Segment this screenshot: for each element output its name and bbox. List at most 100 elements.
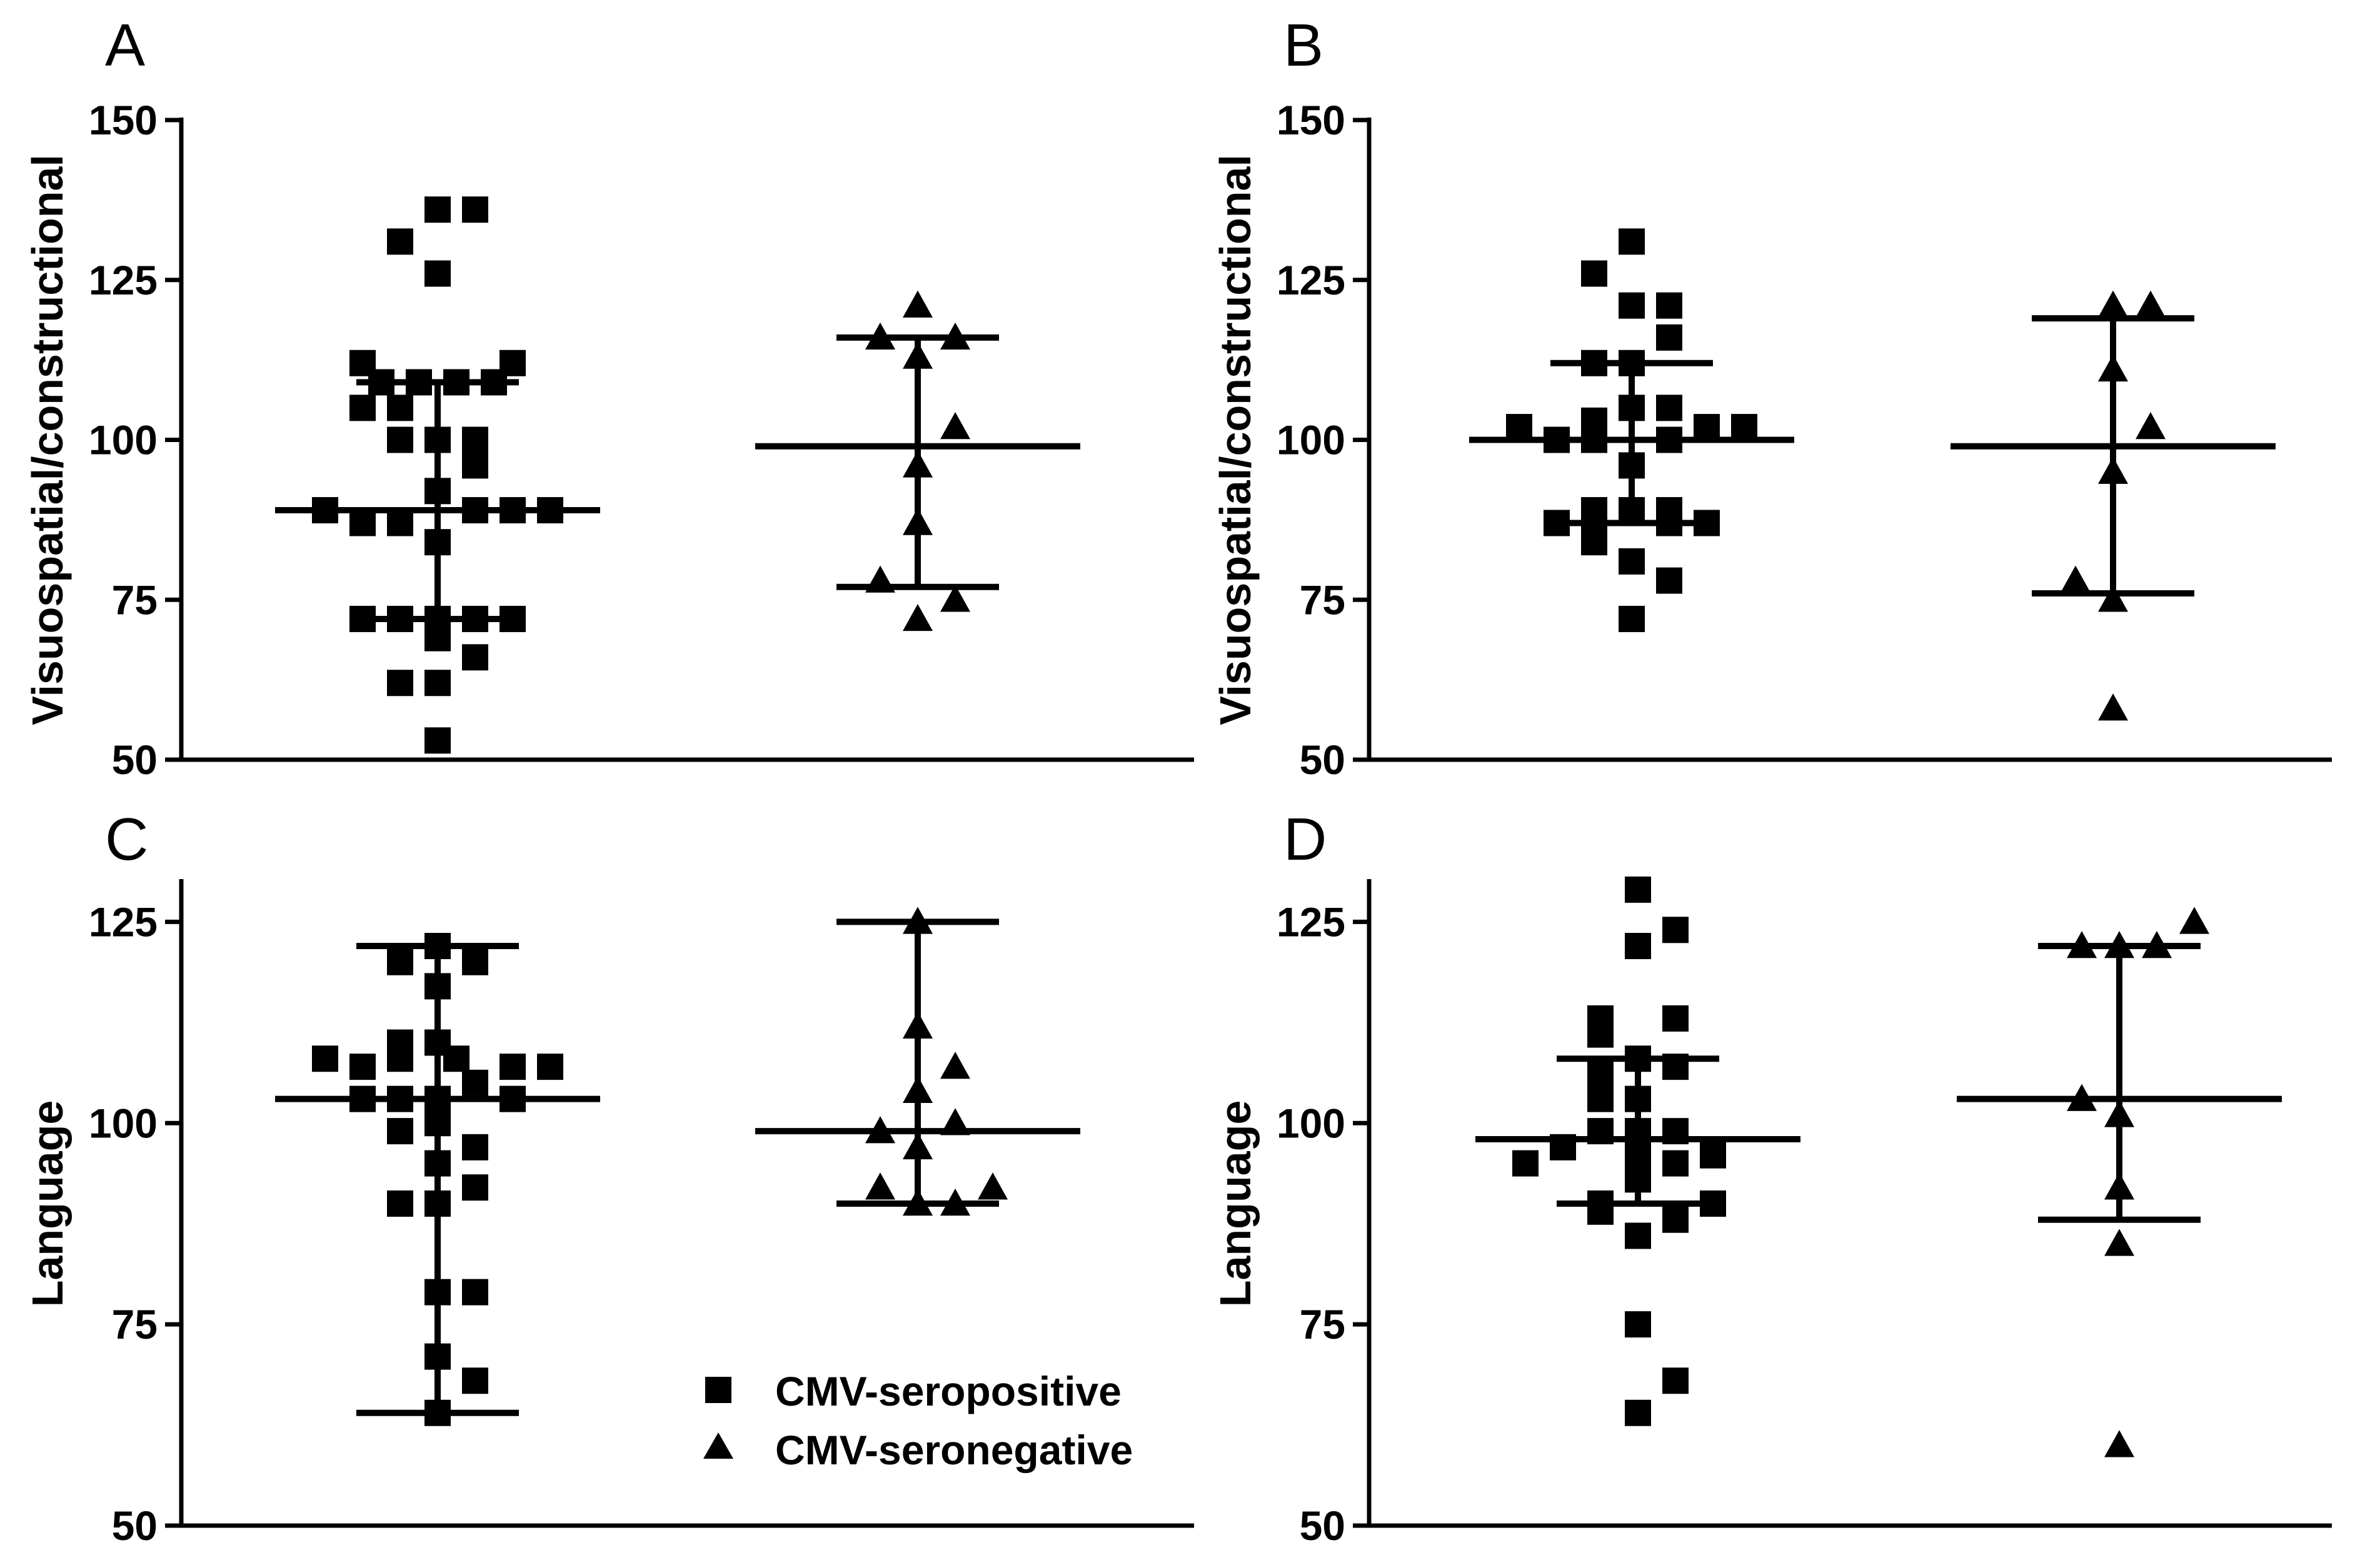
seronegative-point xyxy=(2142,931,2172,959)
seropositive-point xyxy=(424,1085,451,1112)
seropositive-point xyxy=(462,426,488,453)
seropositive-point xyxy=(1656,292,1682,319)
seropositive-point xyxy=(1625,1311,1651,1338)
y-tick-label: 50 xyxy=(112,1502,158,1549)
seropositive-point xyxy=(349,510,376,536)
y-tick-label: 100 xyxy=(89,417,158,463)
seronegative-point xyxy=(865,565,895,593)
y-tick-label: 50 xyxy=(1300,737,1345,783)
y-tick-label: 100 xyxy=(1277,1100,1345,1146)
panel-b: B Visuospatial/constructional 50 75 100 125 15… xyxy=(1211,12,2332,783)
seropositive-point xyxy=(387,510,413,536)
y-tick-label: 50 xyxy=(1300,1502,1345,1549)
seropositive-point xyxy=(462,497,488,524)
seropositive-point xyxy=(1619,548,1645,575)
seropositive-point xyxy=(368,369,394,396)
seronegative-point xyxy=(940,1052,970,1079)
seronegative-point xyxy=(2104,1430,2134,1457)
seropositive-point xyxy=(1662,1054,1689,1080)
seropositive-point xyxy=(406,369,432,396)
panel-letter: C xyxy=(105,806,148,873)
seronegative-point xyxy=(903,450,933,478)
seronegative-point xyxy=(2136,290,2166,318)
seronegative-point xyxy=(940,412,970,440)
y-tick-label: 125 xyxy=(89,257,158,303)
y-tick-label: 125 xyxy=(1277,257,1345,303)
seropositive-point xyxy=(387,1190,413,1217)
seropositive-point xyxy=(1506,414,1532,441)
seronegative-point xyxy=(903,508,933,535)
y-axis-label: Language xyxy=(1211,1100,1260,1307)
y-tick-label: 150 xyxy=(1277,97,1345,143)
seronegative-point xyxy=(2098,456,2128,484)
seronegative-point xyxy=(2098,290,2128,318)
seronegative-point xyxy=(2104,1229,2134,1256)
seronegative-point xyxy=(2179,907,2209,934)
seropositive-point xyxy=(1550,1134,1576,1160)
seropositive-point xyxy=(1625,933,1651,959)
seropositive-point xyxy=(1656,567,1682,594)
seronegative-point xyxy=(903,1011,933,1039)
seropositive-point xyxy=(1619,350,1645,376)
seropositive-point xyxy=(1625,1118,1651,1145)
seropositive-point xyxy=(1587,1118,1614,1145)
seronegative-point xyxy=(903,1189,933,1216)
seropositive-point xyxy=(1581,529,1607,556)
seropositive-point xyxy=(387,1045,413,1072)
seronegative-point xyxy=(2067,931,2097,959)
seropositive-point xyxy=(462,949,488,975)
panel-c: C Language 50 75 100 125 xyxy=(23,806,1194,1549)
seropositive-point xyxy=(1656,510,1682,536)
seronegative-point xyxy=(865,322,895,350)
seropositive-point xyxy=(1619,228,1645,255)
seropositive-point xyxy=(1625,876,1651,903)
seropositive-point xyxy=(1587,1062,1614,1088)
seropositive-point xyxy=(500,497,526,524)
y-axis-label: Visuospatial/constructional xyxy=(1211,154,1260,725)
seronegative-point xyxy=(2098,585,2128,612)
seronegative-point xyxy=(2104,1100,2134,1127)
seropositive-point xyxy=(537,1054,563,1080)
seropositive-point xyxy=(1662,1118,1689,1145)
seropositive-point xyxy=(349,605,376,632)
seropositive-point xyxy=(424,426,451,453)
seronegative-point xyxy=(2104,931,2134,959)
legend: CMV-seropositive CMV-seronegative xyxy=(703,1368,1133,1473)
seropositive-point xyxy=(312,497,338,524)
legend-label-seropositive: CMV-seropositive xyxy=(775,1368,1122,1414)
seronegative-point xyxy=(903,341,933,369)
seropositive-point xyxy=(1625,1166,1651,1193)
y-tick-label: 75 xyxy=(112,576,158,623)
seropositive-point xyxy=(1656,426,1682,453)
y-axis-label: Visuospatial/constructional xyxy=(23,154,72,725)
seronegative-point xyxy=(2061,565,2091,593)
seropositive-point xyxy=(462,1069,488,1096)
seropositive-point xyxy=(387,395,413,421)
seropositive-point xyxy=(481,369,507,396)
y-tick-label: 100 xyxy=(1277,417,1345,463)
seronegative-point xyxy=(903,907,933,934)
seropositive-point xyxy=(500,605,526,632)
y-tick-label: 150 xyxy=(89,97,158,143)
y-axis-label: Language xyxy=(23,1100,72,1307)
seropositive-point xyxy=(424,478,451,505)
seropositive-point xyxy=(1619,395,1645,421)
panel-letter: A xyxy=(105,12,145,79)
seronegative-point xyxy=(903,290,933,318)
seronegative-point xyxy=(2098,354,2128,382)
seropositive-point xyxy=(424,196,451,223)
panel-a: A Visuospatial/constructional 50 75 100 125 15… xyxy=(23,12,1194,783)
seropositive-point xyxy=(1619,452,1645,479)
seropositive-point xyxy=(1656,395,1682,421)
seronegative-point xyxy=(903,603,933,632)
seropositive-point xyxy=(387,426,413,453)
seropositive-point xyxy=(1587,1021,1614,1048)
seropositive-point xyxy=(1656,324,1682,351)
panel-letter: B xyxy=(1283,12,1323,79)
seronegative-point xyxy=(2067,1084,2097,1111)
seropositive-point xyxy=(443,369,469,396)
seropositive-point xyxy=(424,1190,451,1217)
seronegative-point xyxy=(2098,693,2128,721)
seronegative-point xyxy=(2104,1172,2134,1200)
